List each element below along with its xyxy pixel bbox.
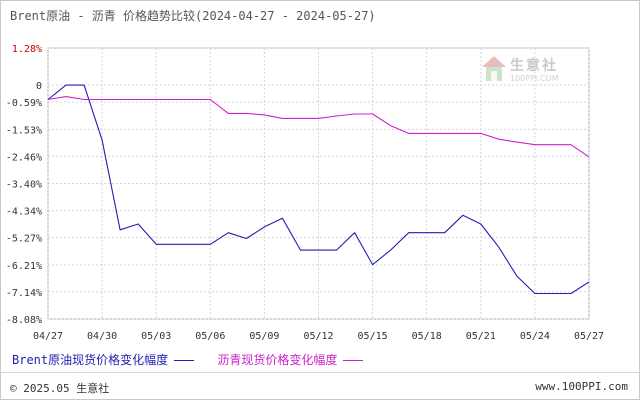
- site-link[interactable]: www.100PPI.com: [535, 380, 628, 393]
- x-tick-label: 05/03: [141, 331, 171, 342]
- y-tick-label: -8.08%: [6, 315, 42, 326]
- watermark-logo: 生意社 100PPI.COM: [480, 54, 580, 88]
- x-tick-label: 04/27: [33, 331, 63, 342]
- y-tick-label: -1.53%: [6, 125, 42, 136]
- chart-title: Brent原油 - 沥青 价格趋势比较(2024-04-27 - 2024-05…: [10, 9, 376, 23]
- y-tick-label: 0: [36, 81, 42, 92]
- series-line-brent: [47, 84, 590, 295]
- y-tick-label: -2.46%: [6, 152, 42, 163]
- legend-label-brent: Brent原油现货价格变化幅度: [12, 353, 169, 367]
- y-tick-label: -0.59%: [6, 98, 42, 109]
- x-tick-label: 05/21: [466, 331, 496, 342]
- y-tick-label: 1.28%: [12, 44, 42, 55]
- y-tick-label: -4.34%: [6, 207, 42, 218]
- watermark-site: 100PPI.COM: [510, 74, 559, 83]
- x-tick-label: 05/12: [303, 331, 333, 342]
- house-icon: [482, 56, 506, 81]
- x-tick-label: 05/18: [412, 331, 442, 342]
- legend-label-asphalt: 沥青现货价格变化幅度: [217, 353, 338, 367]
- y-tick-label: -3.40%: [6, 180, 42, 191]
- x-tick-label: 05/09: [249, 331, 279, 342]
- y-tick-label: -6.21%: [6, 261, 42, 272]
- x-tick-label: 05/27: [574, 331, 604, 342]
- legend-item-asphalt: 沥青现货价格变化幅度: [217, 351, 367, 368]
- x-tick-label: 05/15: [358, 331, 388, 342]
- series-line-asphalt: [47, 96, 590, 158]
- footer: © 2025.05 生意社 www.100PPI.com: [0, 372, 640, 399]
- legend-swatch-asphalt: [343, 360, 364, 361]
- y-tick-label: -7.14%: [6, 288, 42, 299]
- x-tick-label: 05/06: [195, 331, 225, 342]
- legend-swatch-brent: [174, 360, 195, 361]
- x-tick-label: 04/30: [87, 331, 117, 342]
- line-chart: 1.28% 0 -0.59% -1.53% -2.46% -3.40% -4.34% -5.2…: [6, 44, 604, 342]
- copyright-text: © 2025.05 生意社: [10, 382, 110, 395]
- watermark-name: 生意社: [510, 58, 558, 74]
- x-tick-label: 05/24: [520, 331, 550, 342]
- legend-item-brent: Brent原油现货价格变化幅度: [12, 351, 198, 368]
- chart-legend: Brent原油现货价格变化幅度 沥青现货价格变化幅度: [12, 351, 379, 368]
- y-tick-label: -5.27%: [6, 234, 42, 245]
